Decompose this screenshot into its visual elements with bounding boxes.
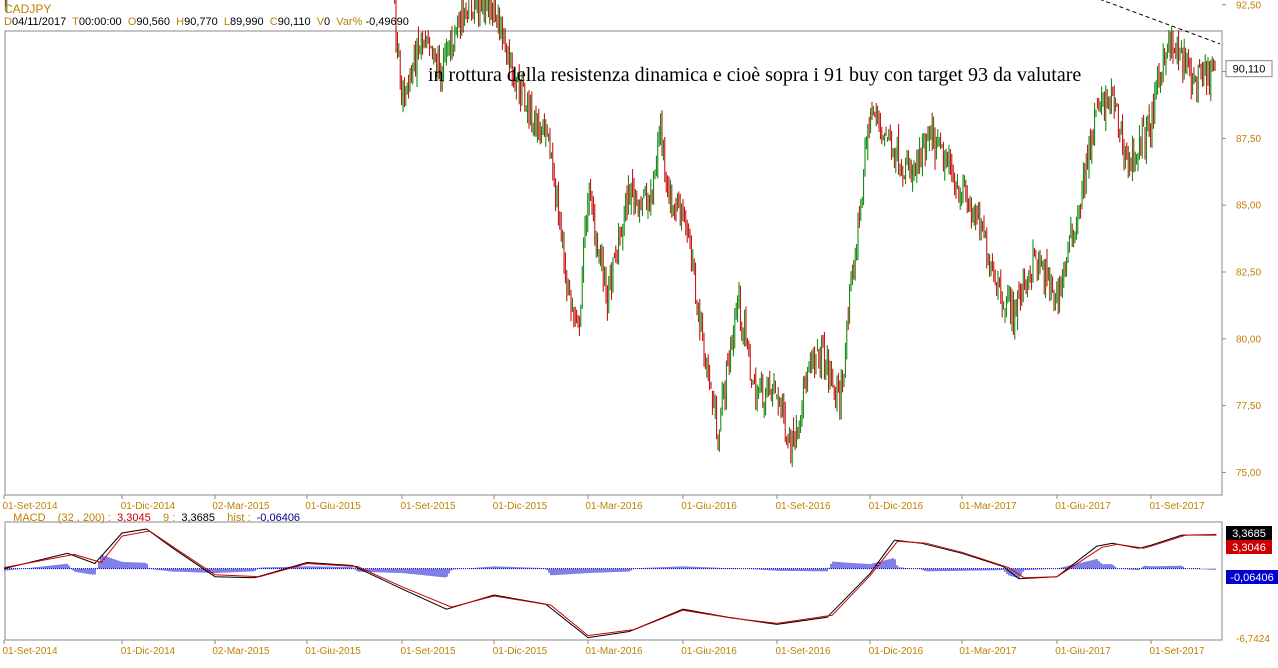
signal-value-box	[1226, 526, 1272, 540]
price-x-tick-label: 02-Mar-2015	[212, 501, 270, 512]
macd-x-tick-label: 01-Set-2017	[1149, 646, 1204, 657]
price-x-tick-label: 01-Giu-2015	[305, 501, 361, 512]
hist-label: hist :	[227, 512, 251, 524]
var-value: -0,49690	[365, 16, 409, 28]
date-label: D	[4, 16, 12, 28]
price-x-tick-label: 01-Dic-2016	[869, 501, 924, 512]
signal-label: 9 :	[163, 512, 176, 524]
volume-value: 0	[324, 16, 331, 28]
close-label: C	[269, 16, 278, 28]
macd-line	[3, 528, 1217, 639]
hist-value-label: -0,06406	[1230, 572, 1273, 584]
high-value: 90,770	[184, 16, 218, 28]
macd-panel	[4, 521, 1223, 641]
volume-label: V	[316, 16, 325, 28]
ohlc-readout: D04/11/2017 T00:00:00 O90,560 H90,770 L8…	[4, 16, 409, 28]
price-y-tick-label: 82,50	[1236, 268, 1261, 279]
macd-x-tick-label: 01-Set-2016	[775, 646, 830, 657]
macd-y-tick-label: -6,7424	[1236, 634, 1270, 645]
price-x-tick-label: 01-Mar-2017	[959, 501, 1017, 512]
low-value: 89,990	[230, 16, 264, 28]
macd-x-tick-label: 01-Giu-2016	[681, 646, 737, 657]
price-y-tick-label: 87,50	[1236, 134, 1261, 145]
last-price-box	[1225, 60, 1273, 78]
last-price-label: 90,110	[1233, 64, 1266, 76]
price-y-tick-label: 80,00	[1236, 334, 1261, 345]
macd-x-tick-label: 01-Dic-2015	[493, 646, 548, 657]
price-x-tick-label: 01-Dic-2014	[121, 501, 176, 512]
macd-value: 3,3045	[117, 512, 151, 524]
macd-histogram	[4, 555, 1216, 578]
time-value: 00:00:00	[78, 16, 122, 28]
macd-x-tick-label: 01-Giu-2015	[305, 646, 361, 657]
signal-value: 3,3685	[181, 512, 216, 524]
macd-x-tick-label: 01-Giu-2017	[1055, 646, 1111, 657]
price-y-tick-label: 92,50	[1236, 0, 1261, 11]
macd-value-label: 3,3046	[1232, 542, 1266, 554]
price-y-tick-label: 77,50	[1236, 401, 1261, 412]
macd-x-tick-label: 01-Mar-2017	[959, 646, 1017, 657]
macd-x-tick-label: 01-Dic-2016	[869, 646, 924, 657]
price-x-tick-label: 01-Giu-2016	[681, 501, 737, 512]
open-label: O	[127, 16, 137, 28]
price-x-tick-label: 01-Set-2015	[400, 501, 455, 512]
price-x-tick-label: 01-Mar-2016	[585, 501, 643, 512]
annotation-text: in rottura della resistenza dinamica e c…	[428, 64, 1082, 86]
signal-line	[3, 530, 1217, 637]
price-x-tick-label: 01-Set-2017	[1149, 501, 1204, 512]
signal-value-label: 3,3685	[1232, 528, 1266, 540]
macd-value-box	[1226, 540, 1272, 554]
symbol-label: CADJPY	[4, 2, 52, 16]
price-x-tick-label: 01-Dic-2015	[493, 501, 548, 512]
close-value: 90,110	[277, 16, 311, 28]
candles	[4, 0, 1216, 468]
time-label: T	[72, 16, 79, 28]
price-x-tick-label: 01-Set-2014	[2, 501, 57, 512]
macd-x-tick-label: 01-Dic-2014	[121, 646, 176, 657]
price-y-tick-label: 85,00	[1236, 201, 1261, 212]
macd-x-tick-label: 01-Mar-2016	[585, 646, 643, 657]
var-label: Var%	[336, 16, 363, 28]
open-value: 90,560	[136, 16, 171, 28]
price-x-tick-label: 01-Set-2016	[775, 501, 830, 512]
price-y-tick-label: 75,00	[1236, 468, 1261, 479]
macd-params: (32 , 200) :	[57, 512, 111, 524]
macd-x-tick-label: 01-Set-2015	[400, 646, 455, 657]
macd-x-tick-label: 01-Set-2014	[2, 646, 57, 657]
macd-header: MACD (32 , 200) : 3,3045 9 : 3,3685 hist…	[4, 512, 300, 524]
date-value: 04/11/2017	[11, 16, 67, 28]
hist-value-box	[1226, 570, 1278, 584]
macd-x-tick-label: 02-Mar-2015	[212, 646, 270, 657]
low-label: L	[223, 16, 231, 28]
macd-name: MACD	[13, 512, 46, 524]
high-label: H	[176, 16, 185, 28]
price-x-tick-label: 01-Giu-2017	[1055, 501, 1111, 512]
hist-value: -0,06406	[256, 512, 301, 524]
